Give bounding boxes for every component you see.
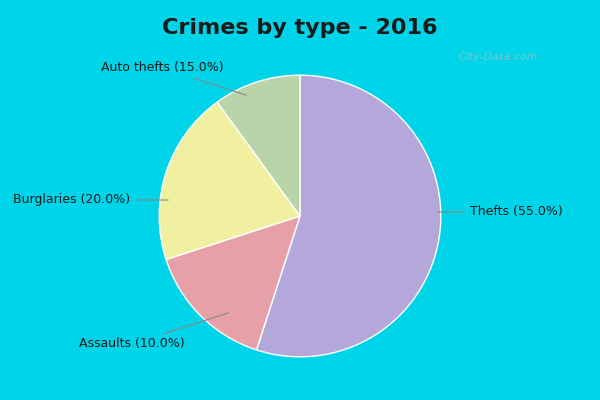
Wedge shape (166, 216, 300, 350)
Text: Auto thefts (15.0%): Auto thefts (15.0%) (101, 62, 247, 95)
Wedge shape (256, 75, 441, 357)
Wedge shape (217, 75, 300, 216)
Text: Thefts (55.0%): Thefts (55.0%) (438, 206, 562, 218)
Wedge shape (159, 102, 300, 260)
Text: Burglaries (20.0%): Burglaries (20.0%) (13, 194, 168, 206)
Text: Assaults (10.0%): Assaults (10.0%) (79, 313, 229, 350)
Text: Crimes by type - 2016: Crimes by type - 2016 (162, 18, 438, 38)
Text: City-Data.com: City-Data.com (458, 52, 538, 62)
